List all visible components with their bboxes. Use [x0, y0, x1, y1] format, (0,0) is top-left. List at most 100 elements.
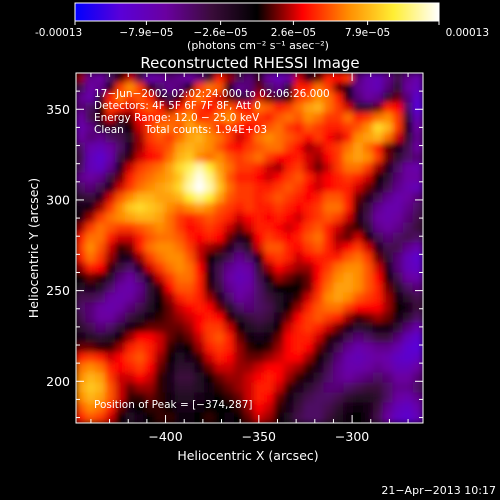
heatmap-cell [402, 302, 414, 314]
heatmap-cell [333, 332, 345, 344]
heatmap-cell [125, 132, 136, 144]
heatmap-cell [214, 82, 226, 94]
heatmap-cell [164, 122, 176, 134]
heatmap-cell [164, 302, 176, 314]
heatmap-cell [184, 302, 196, 314]
heatmap-cell [372, 132, 384, 144]
heatmap-cell [323, 192, 335, 204]
heatmap-cell [363, 352, 374, 364]
heatmap-cell [253, 392, 265, 404]
heatmap-cell [323, 292, 335, 304]
heatmap-cell [95, 132, 107, 144]
heatmap-cell [194, 172, 206, 184]
heatmap-cell [234, 342, 246, 354]
heatmap-cell [214, 242, 226, 254]
heatmap-cell [313, 282, 325, 294]
x-tick-label: −300 [335, 429, 369, 444]
heatmap-cell [363, 282, 374, 294]
heatmap-cell [174, 402, 186, 414]
heatmap-cell [144, 172, 156, 184]
heatmap-cell [412, 382, 423, 394]
heatmap-cell [323, 372, 335, 384]
heatmap-cell [194, 242, 206, 254]
heatmap-cell [85, 132, 97, 144]
heatmap-cell [343, 82, 355, 94]
heatmap-cell [263, 202, 275, 214]
heatmap-cell [144, 73, 156, 84]
heatmap-cell [363, 102, 374, 114]
heatmap-cell [154, 232, 166, 244]
heatmap-cell [323, 272, 335, 284]
heatmap-cell [382, 312, 394, 324]
annotation-total-counts: Total counts: 1.94E+03 [144, 124, 267, 136]
heatmap-cell [353, 412, 365, 423]
heatmap-cell [164, 222, 176, 234]
heatmap-cell [115, 82, 127, 94]
heatmap-cell [323, 162, 335, 174]
heatmap-cell [402, 322, 414, 334]
heatmap-cell [125, 82, 136, 94]
heatmap-cell [372, 372, 384, 384]
heatmap-cell [353, 82, 365, 94]
heatmap-cell [154, 122, 166, 134]
heatmap-cell [85, 302, 97, 314]
heatmap-cell [95, 92, 107, 104]
heatmap-cell [154, 382, 166, 394]
heatmap-cell [85, 122, 97, 134]
heatmap-cell [105, 202, 117, 214]
heatmap-cell [273, 212, 285, 224]
heatmap-cell [382, 292, 394, 304]
heatmap-cell [184, 152, 196, 164]
heatmap-cell [303, 162, 315, 174]
heatmap-cell [363, 242, 374, 254]
heatmap-cell [214, 382, 226, 394]
heatmap-cell [303, 352, 315, 364]
heatmap-cell [115, 312, 127, 324]
heatmap-cell [234, 292, 246, 304]
heatmap-cell [174, 73, 186, 84]
heatmap-cell [263, 322, 275, 334]
heatmap-cell [95, 282, 107, 294]
heatmap-cell [263, 112, 275, 124]
heatmap-cell [412, 262, 423, 274]
heatmap-cell [134, 222, 146, 234]
heatmap-cell [382, 192, 394, 204]
heatmap-cell [134, 73, 146, 84]
heatmap-cell [164, 252, 176, 264]
heatmap-cell [412, 362, 423, 374]
heatmap-cell [392, 182, 404, 194]
heatmap-cell [85, 322, 97, 334]
heatmap-cell [303, 232, 315, 244]
heatmap-cell [382, 242, 394, 254]
heatmap-cell [402, 202, 414, 214]
heatmap-cell [224, 82, 236, 94]
heatmap-cell [263, 362, 275, 374]
heatmap-cell [224, 132, 236, 144]
heatmap-cell [363, 212, 374, 224]
heatmap-cell [125, 402, 136, 414]
heatmap-cell [293, 252, 305, 264]
heatmap-cell [313, 352, 325, 364]
heatmap-cell [134, 272, 146, 284]
heatmap-cell [293, 102, 305, 114]
heatmap-cell [382, 202, 394, 214]
heatmap-cell [144, 252, 156, 264]
heatmap-cell [293, 392, 305, 404]
heatmap-cell [234, 73, 246, 84]
heatmap-cell [283, 312, 295, 324]
heatmap-cell [343, 252, 355, 264]
heatmap-cell [363, 272, 374, 284]
heatmap-cell [244, 302, 255, 314]
heatmap-cell [154, 212, 166, 224]
heatmap-cell [194, 182, 206, 194]
heatmap-cell [392, 282, 404, 294]
colorbar-tick-label: −2.6e−05 [194, 27, 248, 39]
heatmap-cell [105, 282, 117, 294]
heatmap-cell [323, 302, 335, 314]
heatmap-cell [402, 232, 414, 244]
heatmap-cell [164, 322, 176, 334]
heatmap-cell [154, 132, 166, 144]
heatmap-cell [263, 162, 275, 174]
heatmap-cell [353, 172, 365, 184]
heatmap-cell [125, 302, 136, 314]
